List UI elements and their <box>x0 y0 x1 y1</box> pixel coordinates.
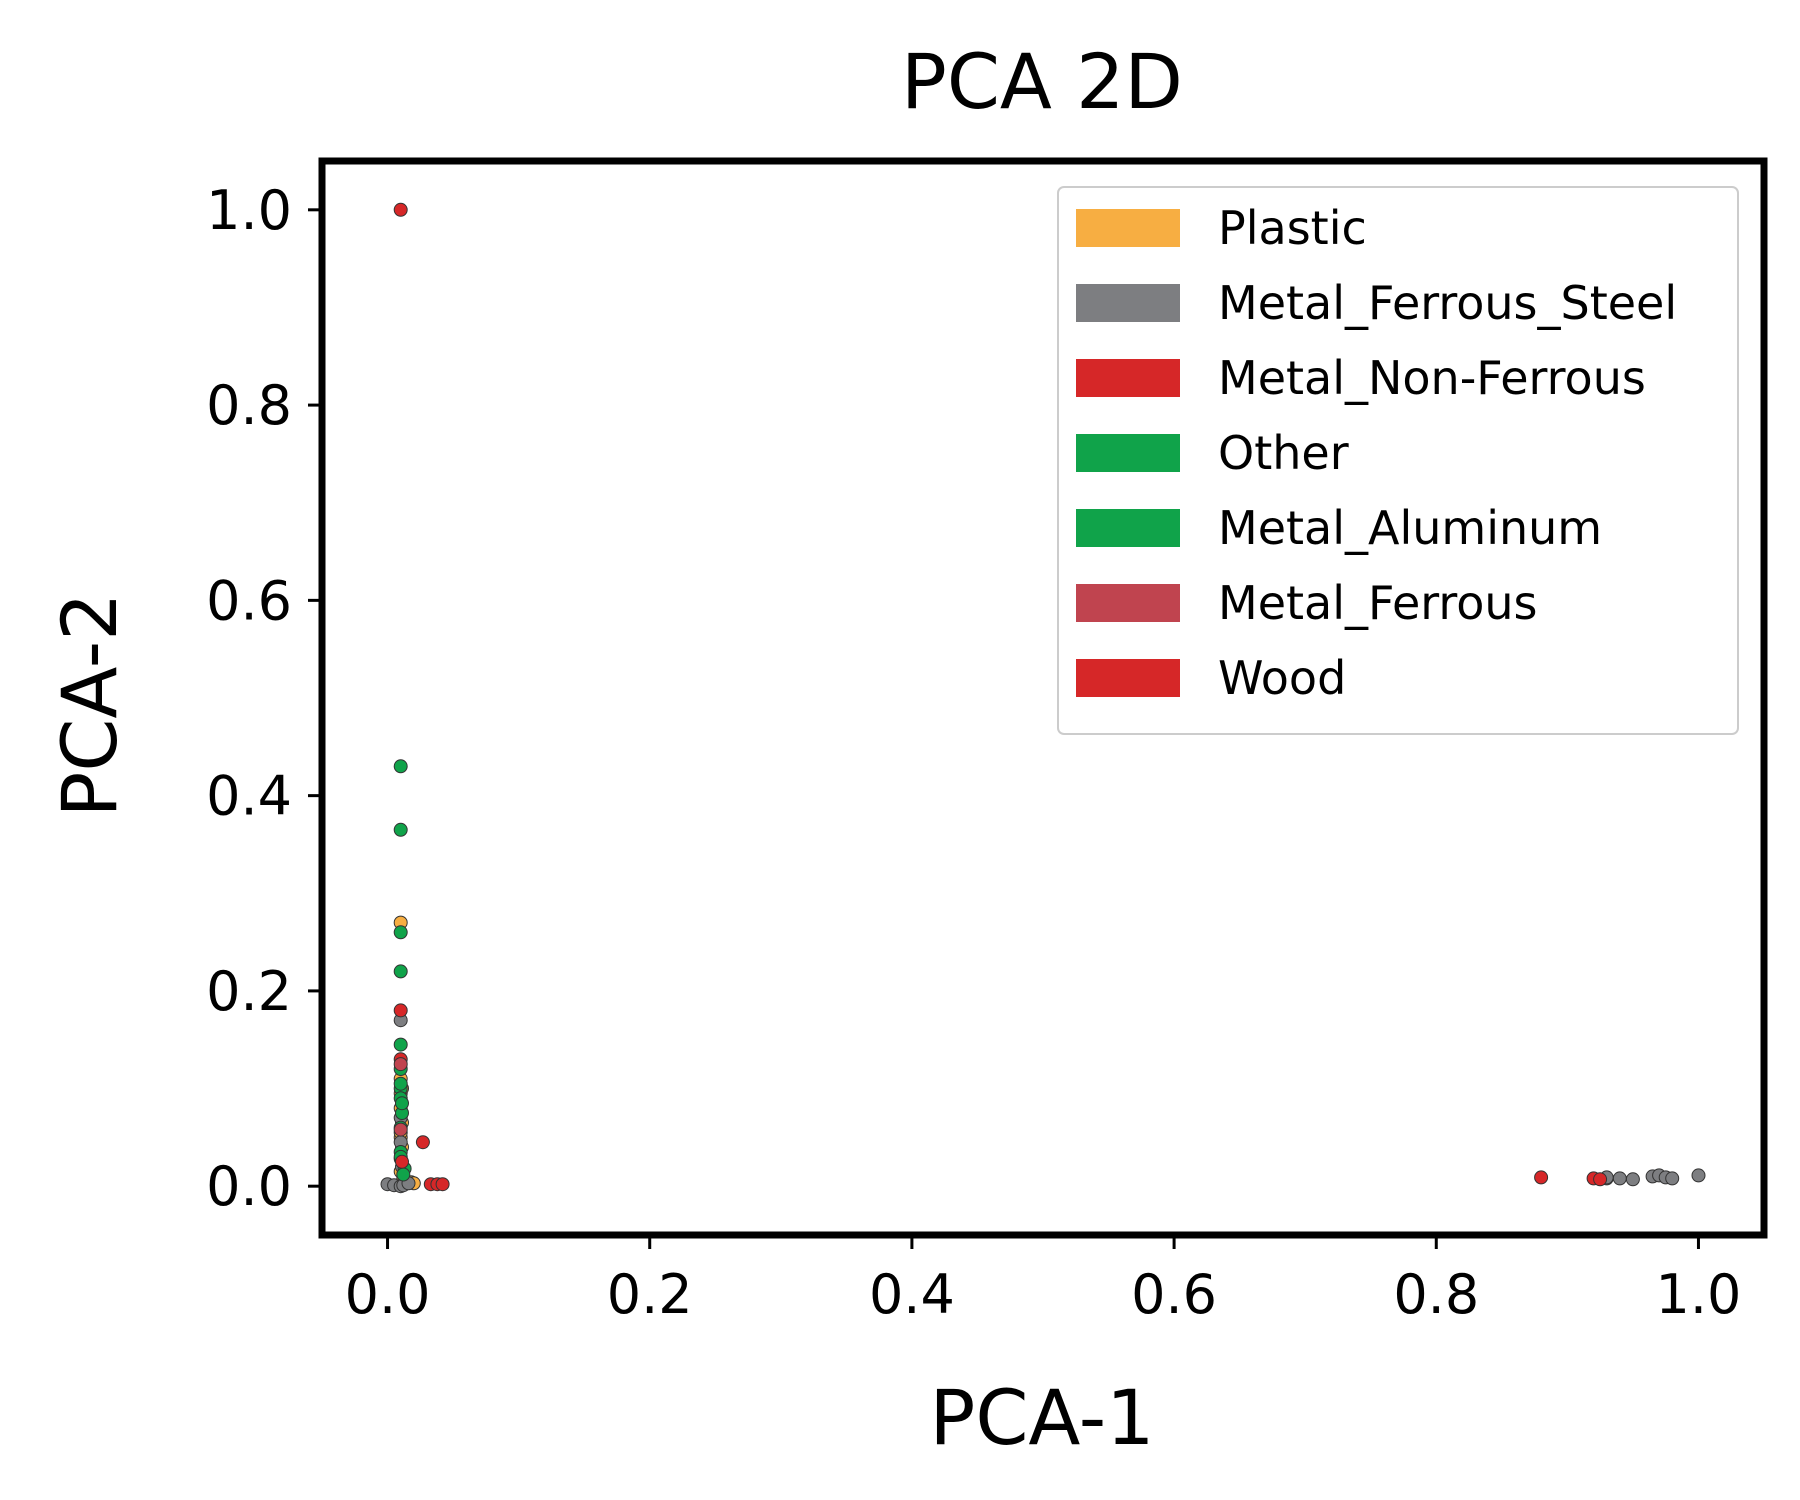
points-layer <box>380 202 1706 1194</box>
y-tick-label-4: 0.8 <box>206 374 292 437</box>
legend-label-6: Wood <box>1218 651 1346 705</box>
y-tick-label-0: 0.0 <box>206 1155 292 1218</box>
point-other-2 <box>393 925 408 940</box>
legend-label-1: Metal_Ferrous_Steel <box>1218 276 1677 330</box>
legend-swatch-5 <box>1076 584 1180 622</box>
point-metal-non-ferrous-6 <box>435 1177 450 1192</box>
legend-swatch-4 <box>1076 509 1180 547</box>
point-other-4 <box>393 1037 408 1052</box>
legend-label-2: Metal_Non-Ferrous <box>1218 351 1646 405</box>
point-metal-non-ferrous-1 <box>393 1003 408 1018</box>
point-wood-0 <box>395 1154 409 1169</box>
y-axis-label: PCA-2 <box>45 593 134 818</box>
x-tick-label-1: 0.2 <box>607 1263 693 1326</box>
x-tick-label-3: 0.6 <box>1131 1263 1217 1326</box>
x-tick-label-5: 1.0 <box>1656 1263 1742 1326</box>
legend-swatch-2 <box>1076 359 1180 397</box>
point-metal-ferrous-1 <box>393 1122 408 1137</box>
point-metal-ferrous-0 <box>393 1057 408 1072</box>
legend-swatch-6 <box>1076 659 1180 697</box>
chart-title: PCA 2D <box>901 37 1183 126</box>
legend-label-4: Metal_Aluminum <box>1218 501 1602 555</box>
legend-swatch-1 <box>1076 284 1180 322</box>
legend-label-5: Metal_Ferrous <box>1218 576 1538 630</box>
point-metal-ferrous-steel-11 <box>1625 1172 1640 1187</box>
legend-box <box>1057 186 1739 735</box>
y-tick-label-1: 0.2 <box>206 960 292 1023</box>
point-other-0 <box>393 759 408 774</box>
x-tick-label-4: 0.8 <box>1393 1263 1479 1326</box>
point-metal-aluminum-3 <box>396 1167 411 1182</box>
legend-swatch-0 <box>1076 209 1180 247</box>
legend-label-3: Other <box>1218 426 1349 480</box>
x-tick-label-0: 0.0 <box>345 1263 431 1326</box>
point-metal-non-ferrous-7 <box>1534 1170 1549 1185</box>
plot-frame <box>318 157 1768 1239</box>
point-metal-ferrous-steel-15 <box>1665 1171 1680 1186</box>
legend-swatch-3 <box>1076 434 1180 472</box>
point-metal-non-ferrous-3 <box>415 1135 430 1150</box>
legend-label-0: Plastic <box>1218 201 1367 255</box>
point-metal-aluminum-0 <box>393 1076 408 1091</box>
y-tick-label-3: 0.6 <box>206 569 292 632</box>
x-tick-label-2: 0.4 <box>869 1263 955 1326</box>
x-axis-label: PCA-1 <box>930 1373 1155 1462</box>
point-other-1 <box>393 822 408 837</box>
y-tick-label-5: 1.0 <box>206 179 292 242</box>
point-metal-non-ferrous-0 <box>393 202 408 217</box>
y-tick-label-2: 0.4 <box>206 765 292 828</box>
point-wood-1 <box>1593 1172 1608 1187</box>
point-metal-ferrous-steel-10 <box>1612 1171 1627 1186</box>
point-other-3 <box>393 964 408 979</box>
point-metal-aluminum-1 <box>395 1096 409 1111</box>
legend: Plastic Metal_Ferrous_Steel Metal_Non-Ferr… <box>1057 186 1739 735</box>
ticks-layer: 0.0 0.2 0.4 0.6 0.8 1.0 0.0 0.2 0.4 0.6 0.8 1.0 <box>206 179 1741 1326</box>
point-metal-ferrous-steel-16 <box>1691 1168 1706 1183</box>
